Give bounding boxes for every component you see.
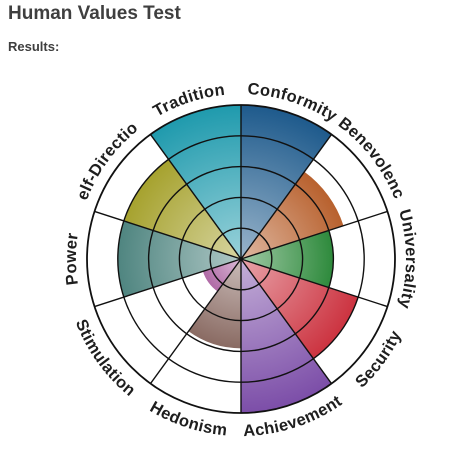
label-universality: Universality <box>395 207 420 311</box>
sector-hedonism <box>188 259 241 349</box>
sector-conformity <box>241 105 332 259</box>
grid-spoke <box>240 258 388 308</box>
label-security: Security <box>352 327 405 391</box>
sector-tradition <box>150 105 241 259</box>
sector-universality <box>241 230 334 288</box>
page-title: Human Values Test <box>8 3 181 24</box>
grid-spoke <box>240 258 333 385</box>
sector-security <box>241 259 359 359</box>
sector-benevolence <box>241 171 344 259</box>
sector-achievement <box>241 259 332 413</box>
grid-spoke <box>240 133 333 260</box>
grid-spoke <box>240 210 388 260</box>
label-self-direction: Self-Direction <box>0 0 141 203</box>
grid-spoke <box>149 133 242 260</box>
results-heading: Results: <box>8 39 60 54</box>
grid-spoke <box>94 210 242 260</box>
sector-self-direction <box>123 159 241 259</box>
sector-stimulation <box>202 259 241 292</box>
grid-spoke <box>94 258 242 308</box>
label-power: Power <box>62 231 82 286</box>
grid-spoke <box>149 258 242 385</box>
label-stimulation: Stimulation <box>72 317 139 400</box>
